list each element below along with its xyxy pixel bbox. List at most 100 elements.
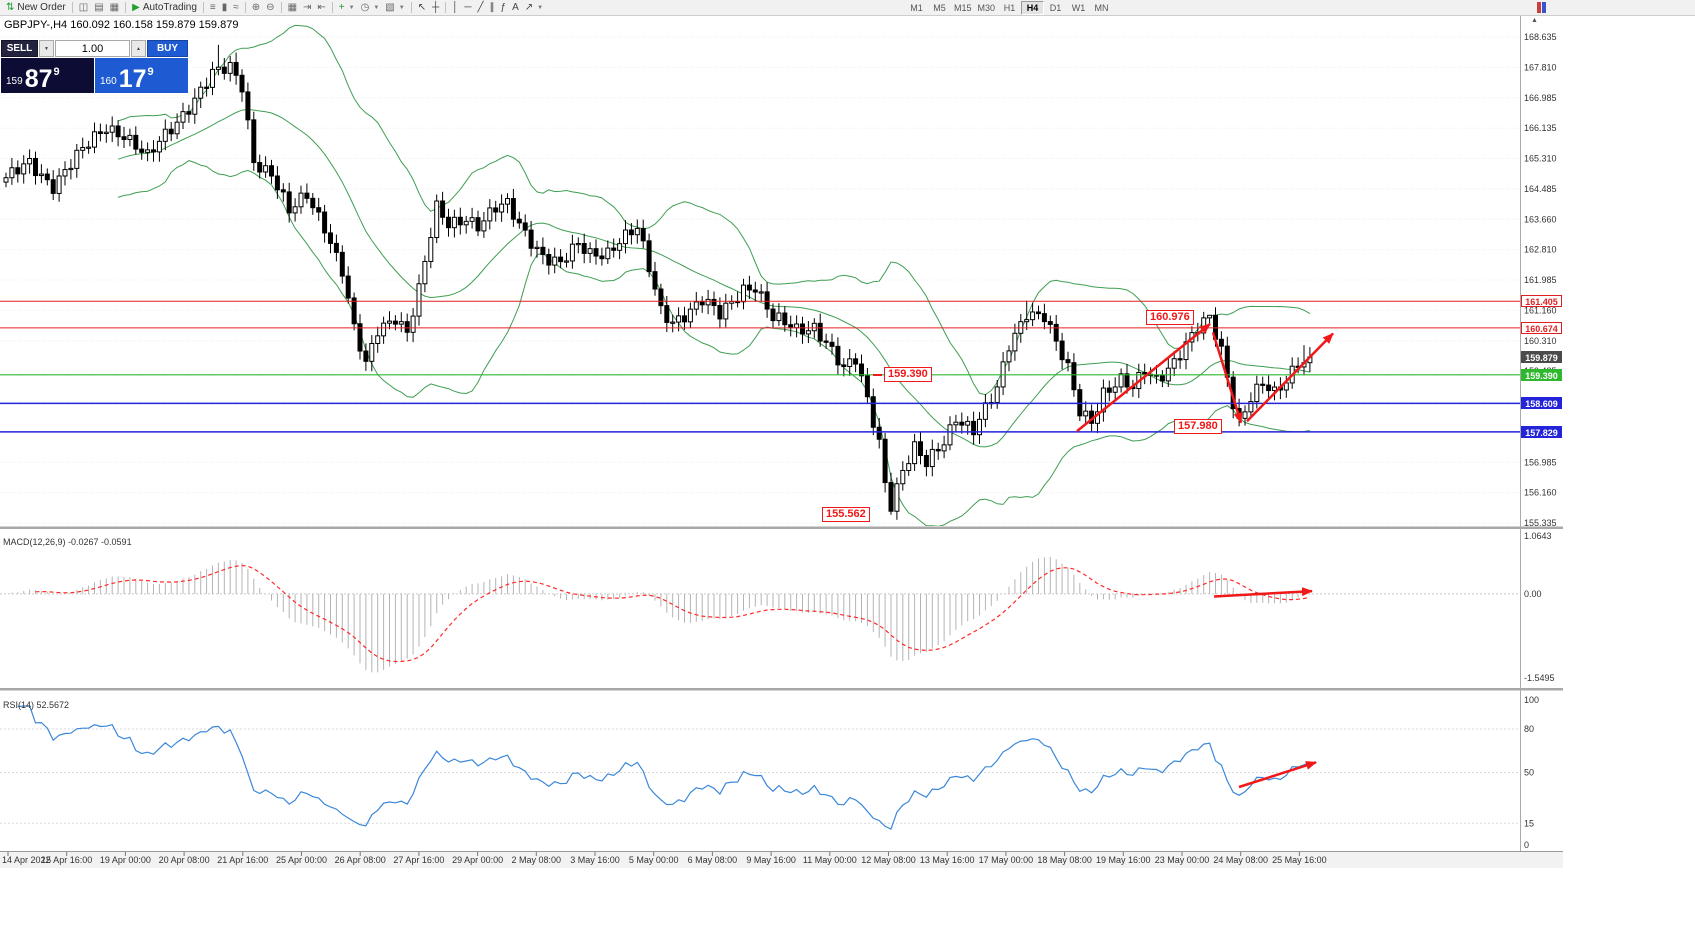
chevron-down-icon: ▼ [398,4,405,11]
macd-label: MACD(12,26,9) -0.0267 -0.0591 [3,537,132,547]
buy-button[interactable]: BUY [147,40,188,57]
indicators-icon: + [338,1,345,13]
time-label: 29 Apr 00:00 [452,855,503,865]
y-axis-label: 167.810 [1524,62,1557,72]
new-order-icon: ⇅ [6,1,15,13]
connection-status-icon [1537,2,1546,13]
autotrading-icon: ▶ [132,1,140,13]
buy-price-sup: 9 [147,66,154,78]
volume-increase-button[interactable]: ▲ [131,40,146,57]
toolbar-separator [125,2,127,13]
trendline-icon: ╱ [477,1,484,13]
price-tag-161.405[interactable]: 161.405 [1521,295,1562,308]
text-button[interactable]: A [509,1,522,15]
volume-decrease-button[interactable]: ▼ [39,40,54,57]
chart-shift-button[interactable]: ⇤ [314,1,328,15]
fibonacci-icon: ƒ [500,1,507,13]
time-label: 19 Apr 00:00 [100,855,151,865]
horizontal-line-button[interactable]: ─ [461,1,474,15]
bars-chart-icon: ≡ [209,1,216,13]
fibonacci-button[interactable]: ƒ [498,1,510,15]
trend-arrow[interactable] [1211,332,1243,424]
candles [3,44,1313,520]
volume-input[interactable] [55,40,130,57]
y-axis-label: 161.985 [1524,275,1557,285]
timeframe-m5-button[interactable]: M5 [928,1,951,15]
vertical-line-icon: │ [452,1,459,13]
trend-arrow[interactable] [1076,323,1211,433]
timeframe-d1-button[interactable]: D1 [1044,1,1067,15]
text-icon: A [512,1,519,13]
templates-button[interactable]: ▧ ▼ [382,1,407,15]
buy-price-tile[interactable]: 160 17 9 [95,58,188,93]
price-tag-159.390[interactable]: 159.390 [1521,368,1562,381]
new-order-button[interactable]: ⇅ New Order [3,1,69,15]
price-tag-160.674[interactable]: 160.674 [1521,321,1562,334]
toolbar-separator [331,2,333,13]
timeframe-h1-button[interactable]: H1 [998,1,1021,15]
y-axis-label: 166.135 [1524,123,1557,133]
charts-icon: ◫ [78,1,89,13]
time-label: 12 May 08:00 [861,855,916,865]
arrows-button[interactable]: ↗ ▼ [522,1,546,15]
market-watch-button[interactable]: ▦ [107,1,122,15]
rsi-axis-label: 15 [1524,818,1534,828]
trendline-button[interactable]: ╱ [475,1,487,15]
charts-button[interactable]: ◫ [76,1,91,15]
zoom-in-button[interactable]: ⊕ [249,1,263,15]
time-label: 25 May 16:00 [1272,855,1327,865]
line-chart-icon: ≈ [233,1,239,13]
crosshair-button[interactable]: ┼ [429,1,442,15]
profiles-icon: ▤ [94,1,104,13]
caret-up-icon: ▲ [136,45,141,52]
timeframe-h4-button[interactable]: H4 [1021,1,1045,15]
y-axis-label: 156.985 [1524,457,1557,467]
timeframe-w1-button[interactable]: W1 [1067,1,1090,15]
market-watch-icon: ▦ [109,1,120,13]
price-axis[interactable]: ▲ 161.405 160.674 159.390 158.609 157.829 159… [1520,16,1563,851]
trend-arrow[interactable] [1238,761,1317,789]
arrows-icon: ↗ [524,1,534,13]
timeframe-m30-button[interactable]: M30 [975,1,999,15]
time-label: 5 May 00:00 [629,855,679,865]
panel-divider[interactable] [0,526,1563,530]
price-tag-158.609[interactable]: 158.609 [1521,397,1562,410]
bars-chart-button[interactable]: ≡ [207,1,219,15]
tile-windows-button[interactable]: ▦ [285,1,300,15]
timeframe-m1-button[interactable]: M1 [905,1,928,15]
current-price-tag[interactable]: 159.879 [1521,350,1562,363]
sell-price-tile[interactable]: 159 87 9 [1,58,94,93]
line-chart-button[interactable]: ≈ [230,1,242,15]
macd-axis-label: 0.00 [1524,589,1542,599]
price-tag-157.829[interactable]: 157.829 [1521,425,1562,438]
time-axis-strip[interactable] [0,851,1563,868]
trend-arrow[interactable] [1213,587,1313,598]
bollinger-lower-band [117,160,1310,526]
chart-canvas[interactable]: 168.635 167.810 166.985 166.135 165.310 164.4… [0,16,1563,868]
timeframe-mn-button[interactable]: MN [1090,1,1113,15]
profiles-button[interactable]: ▤ [91,1,106,15]
autotrading-button[interactable]: ▶ AutoTrading [129,1,200,15]
bollinger-middle-band [117,108,1310,448]
toolbar-separator [244,2,246,13]
axis-scroll-up-icon[interactable]: ▲ [1531,17,1538,24]
timeframe-toolbar: M1 M5 M15 M30 H1 H4 D1 W1 MN [905,1,1113,15]
y-axis-label: 155.335 [1524,518,1557,528]
zoom-out-button[interactable]: ⊖ [263,1,277,15]
panel-divider[interactable] [0,688,1563,691]
sell-button[interactable]: SELL [1,40,38,57]
auto-scroll-button[interactable]: ⇥ [300,1,314,15]
candlestick-chart-button[interactable]: ▮ [219,1,231,15]
timeframe-m15-button[interactable]: M15 [951,1,975,15]
indicators-button[interactable]: + ▼ [336,1,358,15]
cursor-button[interactable]: ↖ [415,1,429,15]
channel-icon: ∥ [489,1,495,13]
periods-button[interactable]: ◷ ▼ [358,1,383,15]
time-label: 21 Apr 16:00 [217,855,268,865]
vertical-line-button[interactable]: │ [449,1,461,15]
channel-button[interactable]: ∥ [487,1,498,15]
y-axis-label: 164.485 [1524,184,1557,194]
trend-arrow[interactable] [1246,332,1334,423]
tile-windows-icon: ▦ [287,1,298,13]
macd-histogram [11,557,1311,673]
